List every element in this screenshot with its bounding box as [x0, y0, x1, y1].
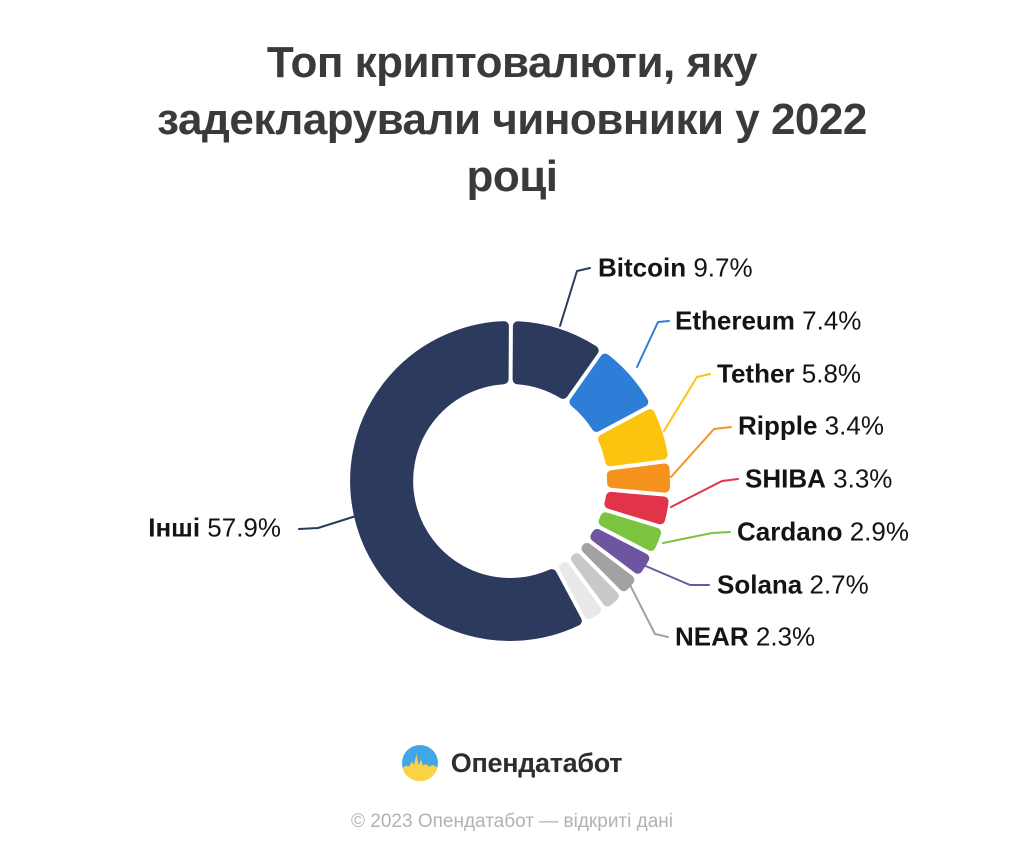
- slice-name: Ethereum: [675, 305, 795, 336]
- chart-title-line-1: Топ криптовалюти, яку: [266, 38, 758, 87]
- leader-line-SHIBA: [670, 478, 739, 508]
- leader-line-Ethereum: [636, 320, 670, 368]
- slice-name: Ripple: [738, 410, 818, 441]
- slice-percent: 3.4%: [817, 410, 884, 441]
- donut-slice-Ethereum: [569, 353, 649, 432]
- leader-line-Інші: [298, 515, 357, 530]
- opendatabot-logo-icon: [401, 745, 438, 781]
- slice-percent: 2.3%: [748, 621, 816, 652]
- copyright-text: © 2023 Опендатабот — відкриті дані: [351, 811, 673, 832]
- slice-name: SHIBA: [745, 463, 826, 494]
- slice-name: Cardano: [737, 516, 843, 547]
- leader-line-Solana: [640, 563, 710, 586]
- slice-label-Ripple: Ripple 3.4%: [738, 411, 884, 442]
- leader-line-Tether: [663, 373, 711, 432]
- leader-line-Ripple: [670, 426, 732, 478]
- slice-percent: 9.7%: [686, 252, 753, 283]
- slice-label-Cardano: Cardano 2.9%: [737, 517, 909, 548]
- slice-label-NEAR: NEAR 2.3%: [675, 622, 815, 653]
- slice-percent: 7.4%: [794, 305, 862, 336]
- donut-slice-other-9: [559, 562, 602, 620]
- slice-percent: 5.8%: [794, 358, 862, 389]
- donut-slice-Інші: [350, 321, 582, 641]
- slice-name: Bitcoin: [598, 252, 687, 283]
- leader-line-Bitcoin: [559, 267, 591, 327]
- slice-percent: 2.7%: [802, 569, 869, 600]
- leader-line-NEAR: [627, 580, 669, 638]
- donut-slice-Cardano: [598, 512, 662, 551]
- donut-slice-Tether: [598, 409, 668, 467]
- slice-label-Інші: Інші 57.9%: [148, 513, 281, 544]
- brand-footer: Опендатабот: [0, 744, 1024, 782]
- chart-title-line-2: задекларували чиновники у 2022: [157, 95, 867, 144]
- donut-slice-Solana: [590, 529, 650, 574]
- slice-label-Tether: Tether 5.8%: [717, 359, 861, 390]
- slice-name: Інші: [148, 512, 201, 543]
- chart-title: Топ криптовалюти, яку задекларували чино…: [0, 34, 1024, 205]
- slice-name: NEAR: [675, 621, 749, 652]
- slice-name: Solana: [717, 569, 803, 600]
- slice-percent: 3.3%: [825, 463, 893, 494]
- donut-slice-Ripple: [606, 463, 671, 493]
- donut-slice-Bitcoin: [512, 321, 599, 399]
- chart-title-line-3: році: [466, 152, 558, 201]
- slice-percent: 2.9%: [842, 516, 909, 547]
- slice-label-Bitcoin: Bitcoin 9.7%: [598, 253, 753, 284]
- slice-name: Tether: [717, 358, 795, 389]
- brand-name: Опендатабот: [450, 747, 623, 778]
- slice-label-Solana: Solana 2.7%: [717, 570, 869, 601]
- donut-slice-other-8: [571, 553, 619, 607]
- donut-slice-SHIBA: [604, 491, 669, 525]
- slice-percent: 57.9%: [200, 512, 281, 543]
- leader-line-Cardano: [662, 531, 731, 544]
- slice-label-SHIBA: SHIBA 3.3%: [745, 464, 892, 495]
- logo-skyline-yellow: [402, 754, 438, 781]
- slice-label-Ethereum: Ethereum 7.4%: [675, 306, 861, 337]
